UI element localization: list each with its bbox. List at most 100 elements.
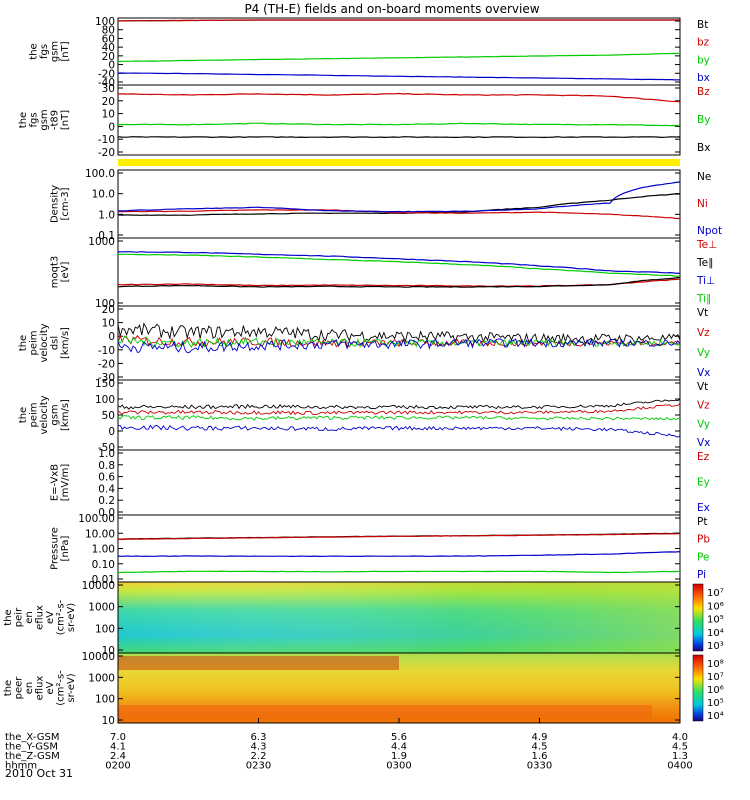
ytick-label-p7-1: 0.8 [98, 460, 115, 472]
xaxis-row-label-1: the_Y-GSM [5, 742, 58, 753]
legend-p1-3: bx [697, 72, 710, 84]
legend-p7-2: Ex [697, 502, 710, 514]
xaxis-value-1-1: 4.3 [251, 742, 267, 753]
ylabel-p9-0: the [3, 609, 14, 625]
legend-p5-3: Vx [697, 367, 710, 379]
ytick-label-p5-3: -10 [98, 345, 115, 357]
ytick-label-p6-4: -50 [98, 442, 115, 454]
series-line-p1-3 [117, 72, 681, 81]
series-line-p1-2 [117, 52, 681, 63]
panel-p10: 10⁸ 10⁷ 10⁶ 10⁵ 10⁴ 10000 1000 100 10 the peer en ef… [3, 651, 724, 727]
ylabel-p6-2: velocity [39, 395, 50, 434]
ylabel-p10-0: the [3, 680, 14, 696]
series-line-p4-2 [117, 251, 681, 274]
legend-p3-0: Ne [697, 171, 711, 183]
ytick-label-p9-1: 1000 [88, 602, 115, 614]
ylabel-p9-2: en [24, 611, 35, 624]
series-line-p4-1 [117, 276, 681, 288]
ylabel-p5-0: the [18, 335, 29, 351]
xaxis-value-1-3: 4.5 [532, 742, 548, 753]
ylabel-p8-0: Pressure [50, 527, 61, 570]
xaxis-value-0-2: 5.6 [391, 732, 407, 743]
ytick-label-p2-2: 10 [102, 109, 115, 121]
ylabel-p2-0: the [18, 112, 29, 128]
colorbar-tick-p10-3: 10⁵ [707, 698, 724, 709]
ylabel-p10-6: sr-eV) [66, 673, 77, 702]
ytick-label-p1-1: 80 [102, 25, 115, 37]
ylabel-p1-0: the [29, 43, 40, 59]
ylabel-p1-1: fgs [39, 44, 50, 59]
panel-p6: 150 100 50 0 -50 the peim velocity gsm [km/s] Vt Vz… [18, 378, 710, 454]
xaxis-value-0-3: 4.9 [532, 732, 548, 743]
spectrogram-band-p10 [118, 656, 399, 670]
colorbar-tick-p9-4: 10³ [707, 641, 724, 652]
series-line-p3-1 [118, 209, 681, 220]
legend-p4-0: Te⊥ [696, 239, 717, 251]
ytick-label-p2-5: -20 [98, 147, 115, 159]
panel-p9: 10⁷ 10⁶ 10⁵ 10⁴ 10³ 10000 1000 100 10 the peir en ef… [3, 580, 724, 657]
colorbar-tick-p9-1: 10⁶ [707, 601, 724, 612]
ytick-label-p3-2: 1.0 [98, 209, 115, 221]
xaxis-value-3-2: 0300 [386, 761, 411, 772]
ytick-label-p5-5: -30 [98, 372, 115, 384]
panel-frame-p7 [117, 449, 681, 516]
colorbar-p9 [692, 583, 704, 652]
series-line-p6-1 [117, 403, 681, 416]
ylabel-p9-4: eV [45, 611, 56, 624]
ytick-label-p3-0: 100.0 [85, 168, 115, 180]
ylabel-p3-1: [cm-3] [60, 187, 71, 220]
series-line-p5-0 [117, 322, 681, 345]
spectrogram-overlay-p9 [118, 582, 680, 653]
ytick-label-p2-3: 0 [108, 121, 115, 133]
panel-p3: 100.0 10.0 1.0 0.1 Density [cm-3] Ne Ni Npot [50, 168, 723, 242]
ytick-label-p7-0: 1.0 [98, 448, 115, 460]
ytick-label-p5-4: -20 [98, 358, 115, 370]
series-line-p8-1 [117, 533, 681, 541]
xaxis-value-0-1: 6.3 [251, 732, 267, 743]
series-line-p4-3 [117, 253, 681, 277]
series-line-p2-2 [117, 136, 681, 139]
ytick-label-p4-1: 100 [95, 298, 115, 310]
legend-p8-2: Pe [697, 551, 709, 563]
xaxis-value-3-1: 0230 [246, 761, 271, 772]
panel-frame-p2 [117, 84, 681, 156]
panel-frame-p6 [117, 379, 681, 451]
ylabel-p2-4: [nT] [60, 110, 71, 130]
xaxis-value-1-0: 4.1 [110, 742, 126, 753]
panel-frame-p1 [117, 17, 681, 86]
colorbar-tick-p10-4: 10⁴ [707, 711, 724, 722]
ylabel-p6-1: peim [29, 402, 40, 427]
ylabel-p2-2: gsm [39, 109, 50, 130]
legend-p1-0: Bt [697, 19, 708, 31]
ytick-label-p10-2: 100 [95, 694, 115, 706]
ylabel-p10-2: en [24, 682, 35, 695]
legend-p2-0: Bz [697, 86, 710, 98]
series-line-p6-0 [117, 398, 681, 410]
ylabel-p7-0: E=-VxB [50, 464, 61, 501]
ytick-label-p3-1: 10.0 [92, 189, 115, 201]
ylabel-p9-6: sr-eV) [66, 603, 77, 632]
ytick-label-p1-6: -20 [98, 68, 115, 80]
panel-p7: 1.00.80.60.40.20.0 E=-VxB [mV/m] Ez Ey Ex [50, 448, 710, 519]
legend-p3-1: Ni [697, 198, 708, 210]
ylabel-p6-3: gsm [50, 404, 61, 425]
ytick-label-p1-4: 20 [102, 51, 115, 63]
yellow-band [118, 159, 680, 166]
ytick-label-p10-0: 10000 [82, 651, 115, 663]
legend-p5-1: Vz [697, 327, 710, 339]
ytick-label-p1-0: 100 [95, 16, 115, 28]
ylabel-p4-0: moqt3 [50, 256, 61, 289]
ytick-label-p6-0: 150 [95, 378, 115, 390]
xaxis-value-1-2: 4.4 [391, 742, 407, 753]
ylabel-p2-3: -t89 [50, 110, 61, 130]
ytick-label-p4-0: 1000 [88, 236, 115, 248]
series-line-p8-2 [117, 570, 681, 574]
legend-p7-0: Ez [697, 451, 710, 463]
colorbar-tick-p10-2: 10⁶ [707, 685, 724, 696]
ytick-label-p8-3: 0.10 [92, 559, 115, 571]
ylabel-p8-1: [nPa] [60, 535, 71, 561]
panel-p5: 20 100 -10-20 -30 the peim velocity dsl [km/s] Vt… [18, 304, 710, 384]
